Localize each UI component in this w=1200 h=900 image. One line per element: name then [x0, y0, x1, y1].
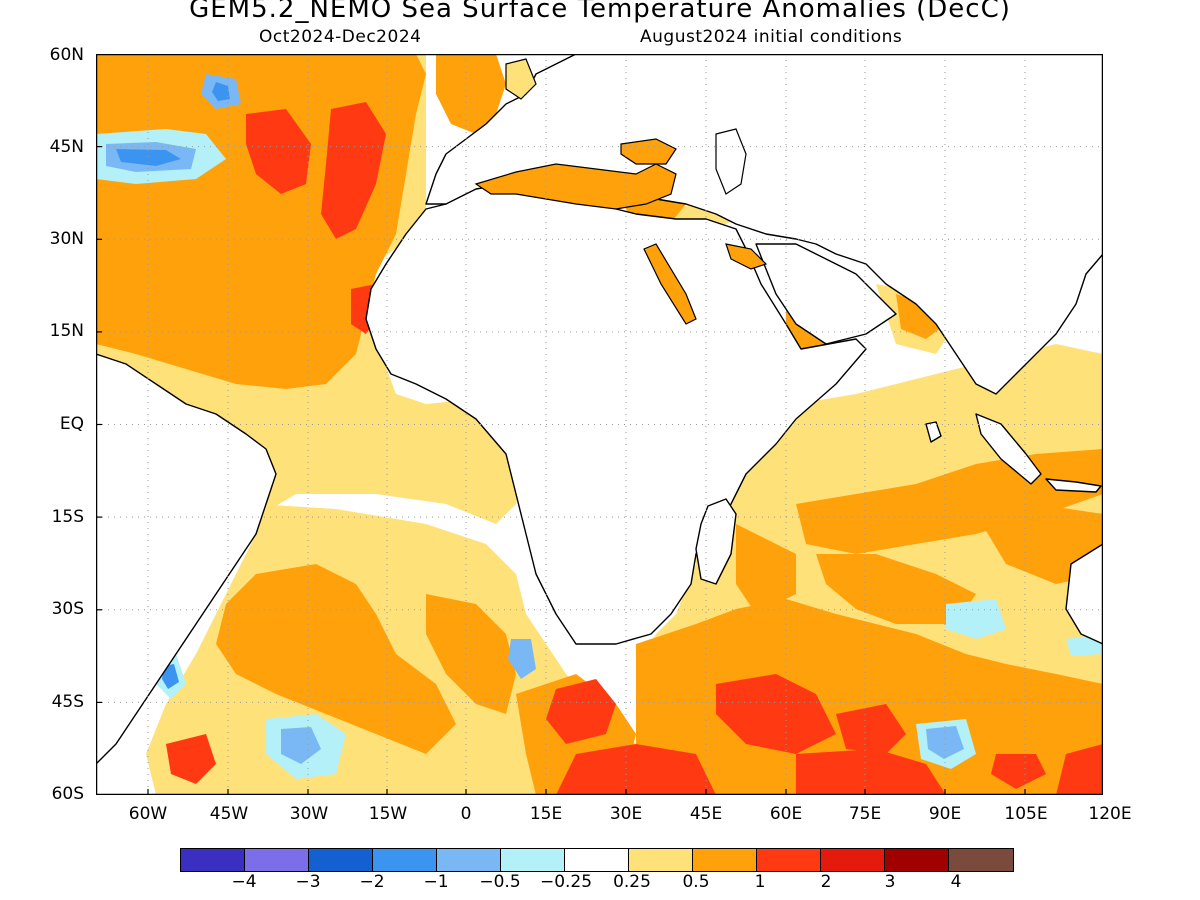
persian-gulf [725, 243, 768, 270]
lon-label-90e: 90E [928, 804, 962, 824]
lat-label-45n: 45N [49, 137, 84, 157]
colorbar-label: 0.25 [613, 872, 651, 892]
colorbar-swatch [437, 849, 501, 871]
lon-label-30e: 30E [609, 804, 643, 824]
colorbar-swatch [693, 849, 757, 871]
lon-label-0: 0 [460, 804, 472, 824]
sst-anomaly-map [96, 54, 1103, 795]
colorbar-swatch [181, 849, 245, 871]
lat-label-45s: 45S [51, 692, 84, 712]
colorbar-swatch [565, 849, 629, 871]
colorbar-swatch [245, 849, 309, 871]
colorbar-swatch [821, 849, 885, 871]
initial-conditions: August2024 initial conditions [640, 27, 903, 47]
anomaly-layer-cool [96, 74, 1103, 779]
red-sea [643, 243, 697, 325]
inland-seas [474, 58, 768, 325]
lon-label-15e: 15E [529, 804, 563, 824]
colorbar-label: −4 [231, 872, 257, 892]
baltic-sea [505, 58, 537, 100]
lon-label-30w: 30W [289, 804, 329, 824]
colorbar-label: 1 [754, 872, 766, 892]
colorbar-swatch [757, 849, 821, 871]
colorbar-label: −1 [423, 872, 449, 892]
anomaly-layer-warm-strong [166, 102, 1103, 795]
forecast-period: Oct2024-Dec2024 [259, 27, 422, 47]
frame-ticks [96, 145, 1026, 795]
lon-label-120e: 120E [1088, 804, 1132, 824]
lon-label-45w: 45W [209, 804, 249, 824]
lon-label-60w: 60W [128, 804, 168, 824]
java-outline [1045, 478, 1102, 493]
lon-label-75e: 75E [848, 804, 882, 824]
lat-label-eq: EQ [59, 414, 84, 434]
lat-label-60s: 60S [51, 784, 84, 804]
lat-label-30s: 30S [51, 599, 84, 619]
lat-label-15s: 15S [51, 507, 84, 527]
black-sea [620, 138, 677, 165]
lon-label-60e: 60E [769, 804, 803, 824]
colorbar-swatch [629, 849, 693, 871]
mediterranean-sea [474, 163, 677, 210]
caspian-sea [715, 128, 747, 195]
lat-label-30n: 30N [49, 229, 84, 249]
australia-outline [1065, 543, 1103, 645]
sri-lanka-outline [925, 421, 942, 443]
lat-label-15n: 15N [49, 321, 84, 341]
colorbar-label: 2 [820, 872, 832, 892]
colorbar-swatch [949, 849, 1013, 871]
colorbar-swatch [309, 849, 373, 871]
colorbar-label: 4 [950, 872, 962, 892]
colorbar-swatch [885, 849, 949, 871]
arabia-outline [755, 243, 897, 345]
colorbar-swatch [501, 849, 565, 871]
land-masses [96, 54, 1103, 765]
colorbar-label: −2 [359, 872, 385, 892]
colorbar-label: −3 [295, 872, 321, 892]
colorbar-label: −0.5 [479, 872, 521, 892]
americas-outline [96, 353, 277, 765]
colorbar-label: 3 [884, 872, 896, 892]
colorbar-label: −0.25 [539, 872, 593, 892]
lon-label-45e: 45E [689, 804, 723, 824]
sumatra-outline [975, 413, 1042, 485]
colorbar-swatch [373, 849, 437, 871]
map-title: GEM5.2_NEMO Sea Surface Temperature Anom… [189, 0, 1011, 24]
lon-label-105e: 105E [1004, 804, 1048, 824]
lat-label-60n: 60N [49, 45, 84, 65]
colorbar [180, 848, 1014, 872]
colorbar-label: 0.5 [682, 872, 710, 892]
lon-label-15w: 15W [368, 804, 408, 824]
madagascar-outline [695, 498, 737, 585]
